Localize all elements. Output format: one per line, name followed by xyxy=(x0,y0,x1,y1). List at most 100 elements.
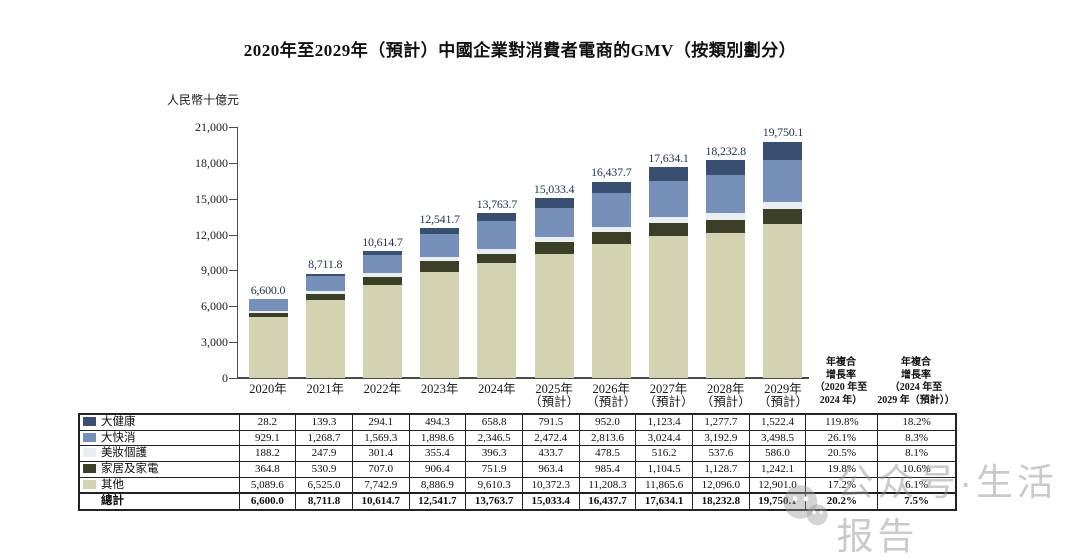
bar-segment-大健康 xyxy=(535,198,574,207)
table-value-cell: 963.4 xyxy=(522,462,579,478)
legend-swatch xyxy=(83,417,96,426)
row-label-cell: 大快消 xyxy=(79,430,239,446)
bar-2026年 xyxy=(592,182,631,378)
bar-segment-大快消 xyxy=(592,193,631,227)
table-value-cell: 2,472.4 xyxy=(522,430,579,446)
table-value-cell: 8,711.8 xyxy=(296,493,353,510)
table-value-cell: 12,901.0 xyxy=(749,477,806,493)
bar-segment-其他 xyxy=(763,224,802,378)
table-value-cell: 1,104.5 xyxy=(636,462,693,478)
bar-total-label: 15,033.4 xyxy=(509,182,599,197)
table-value-cell: 301.4 xyxy=(352,446,409,462)
table-value-cell: 707.0 xyxy=(352,462,409,478)
table-value-cell: 516.2 xyxy=(636,446,693,462)
bar-segment-其他 xyxy=(420,272,459,378)
table-value-cell: 10,614.7 xyxy=(352,493,409,510)
bar-segment-家居及家電 xyxy=(363,277,402,285)
table-value-cell: 18,232.8 xyxy=(693,493,750,510)
table-value-cell: 11,865.6 xyxy=(636,477,693,493)
table-value-cell: 19.8% xyxy=(806,462,878,478)
table-value-cell: 1,277.7 xyxy=(693,414,750,430)
total-row-label: 總計 xyxy=(83,495,124,508)
table-value-cell: 478.5 xyxy=(579,446,636,462)
legend-swatch xyxy=(83,433,96,442)
table-value-cell: 10.6% xyxy=(878,462,956,478)
table-value-cell: 530.9 xyxy=(296,462,353,478)
table-value-cell: 8.1% xyxy=(878,446,956,462)
table-value-cell: 364.8 xyxy=(239,462,296,478)
bar-segment-大快消 xyxy=(306,276,345,291)
row-label-cell: 其他 xyxy=(79,477,239,493)
y-tick-label: 0 xyxy=(150,371,228,385)
table-value-cell: 17.2% xyxy=(806,477,878,493)
table-value-cell: 985.4 xyxy=(579,462,636,478)
bar-segment-其他 xyxy=(535,254,574,378)
row-label-cell: 總計 xyxy=(79,493,239,510)
table-value-cell: 751.9 xyxy=(466,462,523,478)
bar-total-label: 6,600.0 xyxy=(223,283,313,298)
bar-segment-家居及家電 xyxy=(706,220,745,233)
y-axis-line xyxy=(237,127,238,378)
bar-segment-其他 xyxy=(477,263,516,378)
bar-segment-其他 xyxy=(363,285,402,378)
table-value-cell: 433.7 xyxy=(522,446,579,462)
cagr-header-line: （2024 年至 xyxy=(853,382,979,395)
table-value-cell: 906.4 xyxy=(409,462,466,478)
table-value-cell: 1,522.4 xyxy=(749,414,806,430)
table-value-cell: 658.8 xyxy=(466,414,523,430)
table-value-cell: 5,089.6 xyxy=(239,477,296,493)
y-tick-label: 3,000 xyxy=(150,335,228,349)
cagr-header-line: 增長率 xyxy=(853,370,979,383)
bar-2029年 xyxy=(763,142,802,378)
legend-swatch xyxy=(83,464,96,473)
table-value-cell: 2,346.5 xyxy=(466,430,523,446)
table-value-cell: 1,268.7 xyxy=(296,430,353,446)
table-value-cell: 929.1 xyxy=(239,430,296,446)
table-value-cell: 6,600.0 xyxy=(239,493,296,510)
bar-segment-大快消 xyxy=(420,234,459,257)
table-value-cell: 1,569.3 xyxy=(352,430,409,446)
table-value-cell: 6,525.0 xyxy=(296,477,353,493)
bar-segment-家居及家電 xyxy=(535,242,574,254)
bar-segment-大快消 xyxy=(249,299,288,310)
bar-segment-大快消 xyxy=(649,181,688,217)
table-value-cell: 26.1% xyxy=(806,430,878,446)
table-value-cell: 6.1% xyxy=(878,477,956,493)
bar-segment-大快消 xyxy=(363,255,402,274)
table-value-cell: 119.8% xyxy=(806,414,878,430)
bar-total-label: 13,763.7 xyxy=(452,197,542,212)
table-value-cell: 1,898.6 xyxy=(409,430,466,446)
table-value-cell: 586.0 xyxy=(749,446,806,462)
y-tick-label: 15,000 xyxy=(150,192,228,206)
bar-segment-大快消 xyxy=(477,221,516,249)
bar-segment-大快消 xyxy=(763,160,802,202)
table-value-cell: 11,208.3 xyxy=(579,477,636,493)
table-value-cell: 396.3 xyxy=(466,446,523,462)
bar-segment-大健康 xyxy=(477,213,516,221)
bar-segment-其他 xyxy=(649,236,688,378)
bar-segment-其他 xyxy=(706,233,745,378)
table-value-cell: 8,886.9 xyxy=(409,477,466,493)
bar-segment-大健康 xyxy=(763,142,802,160)
bar-2020年 xyxy=(249,299,288,378)
bar-segment-其他 xyxy=(249,317,288,378)
table-value-cell: 139.3 xyxy=(296,414,353,430)
legend-swatch xyxy=(83,480,96,489)
table-value-cell: 28.2 xyxy=(239,414,296,430)
table-value-cell: 294.1 xyxy=(352,414,409,430)
table-value-cell: 1,128.7 xyxy=(693,462,750,478)
table-value-cell: 15,033.4 xyxy=(522,493,579,510)
y-tick-label: 6,000 xyxy=(150,299,228,313)
table-value-cell: 10,372.3 xyxy=(522,477,579,493)
table-value-cell: 494.3 xyxy=(409,414,466,430)
bar-segment-其他 xyxy=(592,244,631,378)
bar-segment-大快消 xyxy=(535,208,574,238)
bar-total-label: 16,437.7 xyxy=(566,165,656,180)
bar-2023年 xyxy=(420,228,459,378)
table-value-cell: 3,498.5 xyxy=(749,430,806,446)
